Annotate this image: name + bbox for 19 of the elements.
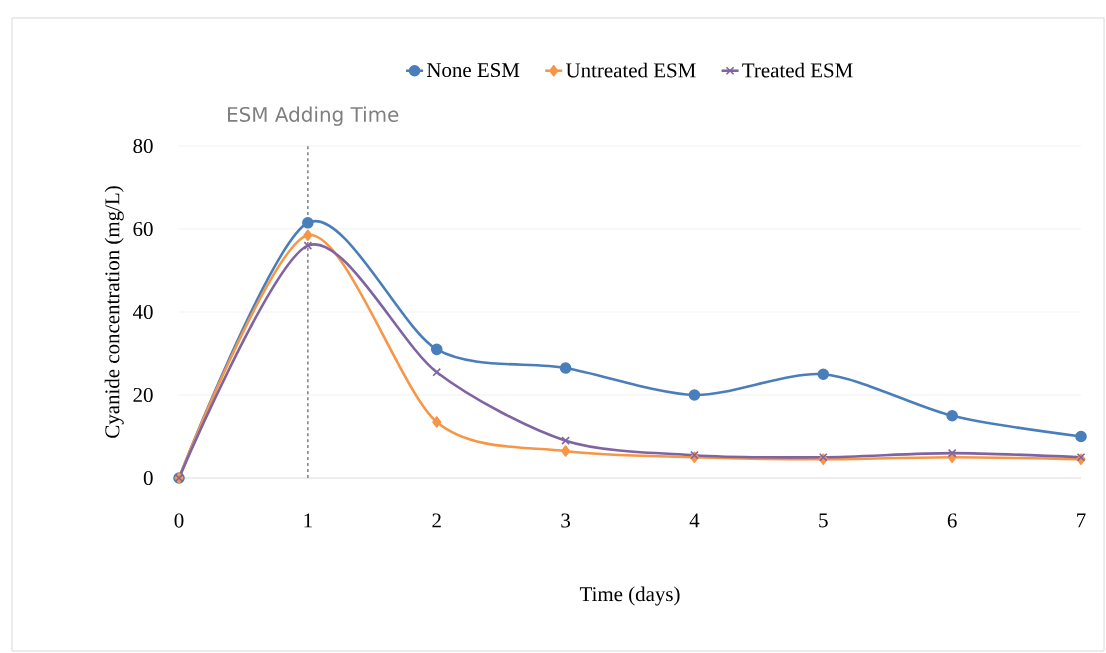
ref-line-label: ESM Adding Time [228,106,399,126]
y-tick-label: 80 [133,138,153,154]
x-tick-label: 2 [432,513,441,528]
legend-label: Treated ESM [742,62,853,78]
x-tick-label: 0 [174,513,184,528]
y-tick-label: 40 [132,304,153,320]
x-tick-label: 7 [1077,513,1086,528]
y-axis-title: Cyanide concentration (mg/L) [104,186,124,438]
x-tick-label: 4 [689,513,700,528]
x-tick-label: 5 [819,513,828,528]
y-tick-label: 60 [133,221,153,237]
x-tick-label: 6 [947,513,957,528]
y-tick-label: 20 [133,387,153,403]
x-axis-title: Time (days) [579,586,680,606]
x-tick-label: 3 [561,513,570,528]
legend-label: None ESM [426,63,520,78]
legend-label: Untreated ESM [565,62,696,78]
x-tick-label: 1 [304,513,312,528]
y-tick-label: 0 [143,470,153,486]
